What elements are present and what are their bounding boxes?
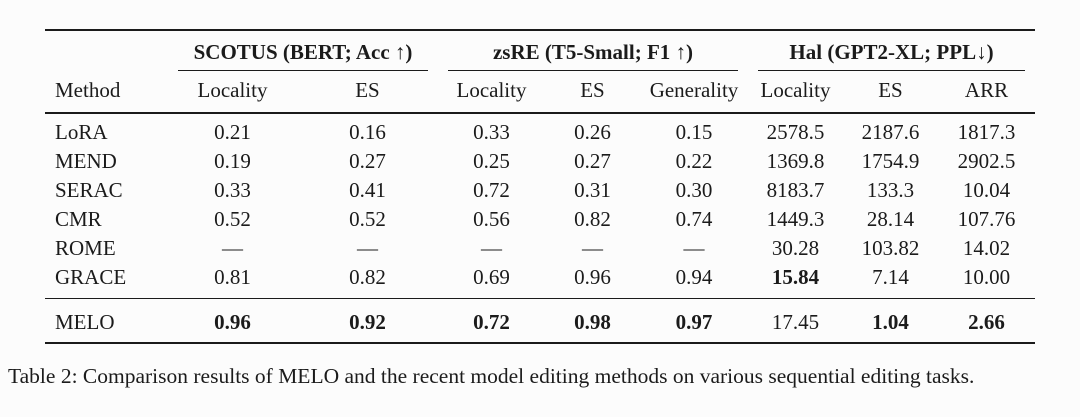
value-cell: 0.72 [473, 310, 510, 334]
value-cell: — [481, 236, 502, 260]
group-header-hal: Hal (GPT2-XL; PPL↓) [748, 30, 1035, 71]
value-cell: 7.14 [872, 265, 909, 289]
highlight-row-body: MELO 0.96 0.92 0.72 0.98 0.97 17.45 1.04 2.66 [45, 298, 1035, 344]
value-cell: 0.27 [349, 149, 386, 173]
value-cell: 0.16 [349, 120, 386, 144]
value-cell: 2.66 [968, 310, 1005, 334]
value-cell: 0.31 [574, 178, 611, 202]
value-cell: 0.94 [675, 265, 713, 289]
value-cell: 0.69 [473, 265, 510, 289]
value-cell: 0.74 [675, 207, 713, 231]
value-cell: 15.84 [771, 265, 820, 289]
value-cell: 0.81 [214, 265, 251, 289]
column-header-arr-8: ARR [938, 71, 1035, 114]
value-cell: 107.76 [957, 207, 1016, 231]
table-row-melo: MELO 0.96 0.92 0.72 0.98 0.97 17.45 1.04 2.66 [45, 299, 1035, 344]
value-cell: 0.98 [574, 310, 611, 334]
column-header-method: Method [45, 71, 168, 114]
value-cell: 2578.5 [766, 120, 825, 144]
value-cell: — [222, 236, 243, 260]
value-cell: 0.19 [214, 149, 251, 173]
group-header-scotus-label: SCOTUS (BERT; Acc ↑) [193, 40, 413, 64]
value-cell: 1754.9 [861, 149, 920, 173]
value-cell: 2187.6 [861, 120, 920, 144]
table-row-lora: LoRA 0.21 0.16 0.33 0.26 0.15 2578.5 2187.6 1817… [45, 113, 1035, 147]
value-cell: 30.28 [771, 236, 820, 260]
method-cell: GRACE [55, 265, 127, 289]
value-cell: 0.21 [214, 120, 251, 144]
table-row-serac: SERAC 0.33 0.41 0.72 0.31 0.30 8183.7 133.3 10.0… [45, 176, 1035, 205]
value-cell: 10.00 [962, 265, 1011, 289]
value-cell: 0.82 [349, 265, 386, 289]
method-cell: LoRA [55, 120, 108, 144]
value-cell: 0.52 [349, 207, 386, 231]
column-header-es-2: ES [297, 71, 438, 114]
value-cell: 10.04 [962, 178, 1011, 202]
value-cell: — [582, 236, 603, 260]
method-cell: SERAC [55, 178, 123, 202]
value-cell: 0.96 [214, 310, 251, 334]
value-cell: 17.45 [771, 310, 820, 334]
table-row-grace: GRACE 0.81 0.82 0.69 0.96 0.94 15.84 7.14 10.00 [45, 263, 1035, 299]
column-header-locality-6: Locality [748, 71, 843, 114]
value-cell: 1449.3 [766, 207, 825, 231]
column-header-es-4: ES [545, 71, 640, 114]
value-cell: 0.92 [349, 310, 386, 334]
value-cell: 1.04 [872, 310, 909, 334]
value-cell: 0.82 [574, 207, 611, 231]
value-cell: 8183.7 [766, 178, 825, 202]
results-table: SCOTUS (BERT; Acc ↑) zsRE (T5-Small; F1 … [45, 29, 1035, 344]
column-header-locality-3: Locality [438, 71, 545, 114]
group-header-zsre-label: zsRE (T5-Small; F1 ↑) [492, 40, 694, 64]
group-header-scotus: SCOTUS (BERT; Acc ↑) [168, 30, 438, 71]
value-cell: 0.33 [214, 178, 251, 202]
table-caption: Table 2: Comparison results of MELO and … [8, 364, 975, 388]
value-cell: 0.97 [675, 310, 713, 334]
value-cell: 0.72 [473, 178, 510, 202]
table-row-cmr: CMR 0.52 0.52 0.56 0.82 0.74 1449.3 28.14 107.76 [45, 205, 1035, 234]
value-cell: 28.14 [866, 207, 915, 231]
value-cell: 0.22 [675, 149, 713, 173]
group-header-zsre: zsRE (T5-Small; F1 ↑) [438, 30, 748, 71]
value-cell: 0.30 [675, 178, 713, 202]
value-cell: 0.26 [574, 120, 611, 144]
method-cell: MEND [55, 149, 117, 173]
group-header-spacer [45, 30, 168, 71]
value-cell: 133.3 [866, 178, 915, 202]
value-cell: 0.41 [349, 178, 386, 202]
table-row-rome: ROME — — — — — 30.28 103.82 14.02 [45, 234, 1035, 263]
value-cell: 0.96 [574, 265, 611, 289]
value-cell: 1817.3 [957, 120, 1016, 144]
value-cell: 14.02 [962, 236, 1011, 260]
value-cell: 1369.8 [766, 149, 825, 173]
value-cell: 0.33 [473, 120, 510, 144]
table-body: LoRA 0.21 0.16 0.33 0.26 0.15 2578.5 2187.6 1817… [45, 113, 1035, 299]
value-cell: 0.56 [473, 207, 510, 231]
value-cell: — [683, 236, 705, 260]
method-cell: CMR [55, 207, 102, 231]
value-cell: 0.25 [473, 149, 510, 173]
value-cell: 2902.5 [957, 149, 1016, 173]
group-header-hal-label: Hal (GPT2-XL; PPL↓) [789, 40, 994, 64]
group-header-row: SCOTUS (BERT; Acc ↑) zsRE (T5-Small; F1 … [45, 30, 1035, 71]
value-cell: 0.52 [214, 207, 251, 231]
method-cell: MELO [55, 310, 115, 334]
value-cell: — [357, 236, 378, 260]
column-header-es-7: ES [843, 71, 938, 114]
table-row-mend: MEND 0.19 0.27 0.25 0.27 0.22 1369.8 1754.9 2902… [45, 147, 1035, 176]
column-header-locality-1: Locality [168, 71, 297, 114]
column-header-row: Method Locality ES Locality ES Generality Loca… [45, 71, 1035, 114]
value-cell: 103.82 [861, 236, 920, 260]
column-header-generality-5: Generality [640, 71, 748, 114]
method-cell: ROME [55, 236, 116, 260]
value-cell: 0.27 [574, 149, 611, 173]
value-cell: 0.15 [675, 120, 713, 144]
